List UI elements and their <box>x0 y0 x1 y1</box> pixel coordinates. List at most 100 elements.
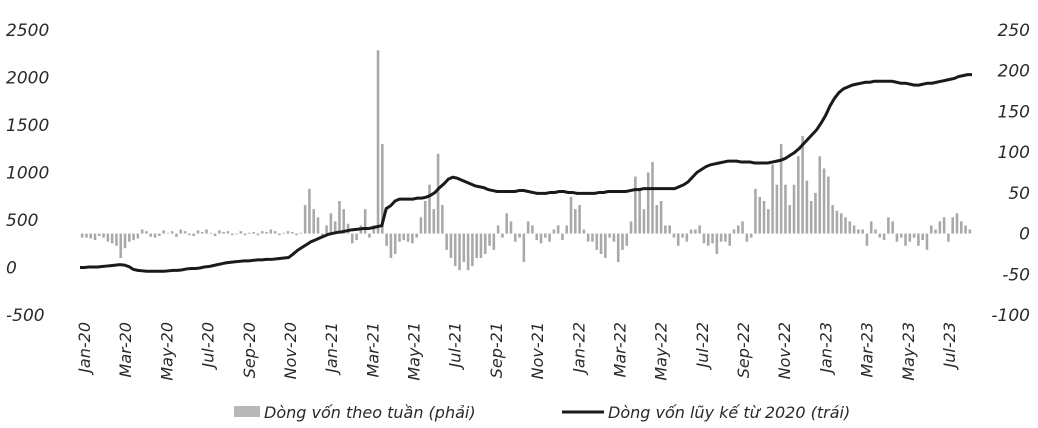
legend-line-label: Dòng vốn lũy kế từ 2020 (trái) <box>608 403 850 422</box>
weekly-flow-bar <box>544 233 547 238</box>
weekly-flow-bar <box>128 233 131 242</box>
weekly-flow-bar <box>548 233 551 242</box>
weekly-flow-bar <box>222 231 225 234</box>
weekly-flow-bar <box>895 233 899 242</box>
weekly-flow-bar <box>89 233 92 239</box>
weekly-flow-bar <box>608 233 611 238</box>
x-axis-tick-label: Nov-21 <box>528 322 547 379</box>
weekly-flow-bar <box>771 164 774 234</box>
weekly-flow-bar <box>929 225 933 234</box>
weekly-flow-bar <box>659 201 663 234</box>
cumulative-flow-line <box>80 73 972 273</box>
weekly-flow-bar <box>385 233 388 246</box>
weekly-flow-bar <box>376 50 380 234</box>
legend: Dòng vốn theo tuần (phải) Dòng vốn lũy k… <box>234 403 850 422</box>
weekly-flow-bar <box>638 188 641 234</box>
weekly-flow-bar <box>526 221 530 234</box>
weekly-flow-bar <box>857 229 860 234</box>
weekly-flow-bar <box>471 233 474 267</box>
weekly-flow-bar <box>784 184 787 234</box>
right-axis-tick-label: 200 <box>998 62 1030 82</box>
weekly-flow-bar <box>363 209 367 234</box>
weekly-flow-bar <box>123 233 127 249</box>
x-axis-tick-label: Jul-20 <box>199 322 218 370</box>
weekly-flow-bar <box>539 233 543 244</box>
weekly-flow-bar <box>85 233 88 238</box>
weekly-flow-bar <box>599 233 603 254</box>
weekly-flow-bar <box>346 223 350 234</box>
weekly-flow-bar <box>887 217 890 234</box>
weekly-flow-bar <box>308 188 311 234</box>
weekly-flow-bar <box>955 213 959 234</box>
weekly-flow-bar <box>964 225 967 234</box>
x-axis-tick-label: May-20 <box>157 322 176 381</box>
weekly-flow-bar <box>604 233 607 258</box>
weekly-flow-bar <box>882 233 886 241</box>
weekly-flow-bar <box>689 229 693 234</box>
weekly-flow-bar <box>286 231 290 234</box>
weekly-flow-bar <box>466 233 470 271</box>
weekly-flow-bar <box>861 229 864 234</box>
weekly-flow-bar <box>398 233 401 242</box>
weekly-flow-bar <box>290 231 294 234</box>
weekly-flow-bar <box>462 233 466 263</box>
weekly-flow-bar <box>458 233 461 271</box>
x-axis-tick-label: Jul-21 <box>446 322 465 370</box>
x-axis-tick-label: Mar-22 <box>611 322 630 377</box>
x-axis-tick-label: Mar-23 <box>858 322 877 377</box>
weekly-flow-bar <box>256 233 260 236</box>
weekly-flow-bar <box>295 233 298 236</box>
weekly-flow-bar <box>754 188 757 234</box>
weekly-flow-bar <box>792 184 796 234</box>
left-axis-tick-label: 2500 <box>6 21 49 41</box>
weekly-flow-bar <box>616 233 620 263</box>
weekly-flow-bar <box>273 231 277 234</box>
weekly-flow-bar <box>805 180 809 234</box>
weekly-flow-bar <box>351 233 354 244</box>
weekly-flow-bar <box>719 233 723 242</box>
weekly-flow-bar <box>942 217 946 234</box>
right-axis-tick-label: -50 <box>1002 265 1030 285</box>
weekly-flow-bar <box>814 192 817 234</box>
weekly-flow-bar <box>848 221 852 234</box>
weekly-flow-bar <box>831 205 834 234</box>
x-axis-tick-label: May-23 <box>899 322 918 381</box>
weekly-flow-bar <box>552 229 556 234</box>
weekly-flow-bar <box>878 233 882 238</box>
weekly-flow-bar <box>822 168 826 234</box>
x-axis-tick-label: Sep-22 <box>734 322 753 378</box>
weekly-flow-bar <box>664 225 667 234</box>
weekly-flow-bar <box>381 144 384 234</box>
weekly-flow-bar <box>724 233 727 242</box>
weekly-flow-bar <box>629 221 633 234</box>
x-axis-tick-label: Jul-22 <box>693 322 712 370</box>
weekly-flow-bar <box>98 233 101 237</box>
weekly-flow-bar <box>646 172 650 234</box>
left-axis-tick-label: 1500 <box>6 116 49 136</box>
weekly-flow-bar <box>938 221 942 234</box>
x-axis-tick-label: Jan-23 <box>816 322 835 376</box>
x-axis-tick-label: Sep-21 <box>487 322 506 378</box>
weekly-flow-bar <box>372 225 376 234</box>
weekly-flow-bar <box>642 209 646 234</box>
legend-bars-swatch <box>234 406 260 417</box>
weekly-flow-bar <box>200 231 204 234</box>
weekly-flow-bar <box>899 233 903 238</box>
weekly-flow-bar <box>415 233 418 238</box>
weekly-flow-bar <box>205 229 208 234</box>
weekly-flow-bar <box>402 233 406 241</box>
weekly-flow-bar <box>333 221 337 234</box>
weekly-flow-bar <box>531 225 534 234</box>
weekly-flow-bar <box>706 233 710 246</box>
right-axis-tick-label: 0 <box>1019 225 1030 245</box>
weekly-flow-bar <box>818 156 822 234</box>
weekly-flow-bar <box>612 233 616 242</box>
weekly-flow-bar <box>921 233 924 241</box>
weekly-flow-bar <box>595 233 599 250</box>
weekly-flow-bar <box>411 233 414 244</box>
weekly-flow-bar <box>235 233 238 235</box>
weekly-flow-bar <box>685 233 689 242</box>
left-axis-ticks: 2500 2000 1500 1000 500 0 -500 <box>6 21 49 326</box>
weekly-flow-bar <box>912 233 916 238</box>
